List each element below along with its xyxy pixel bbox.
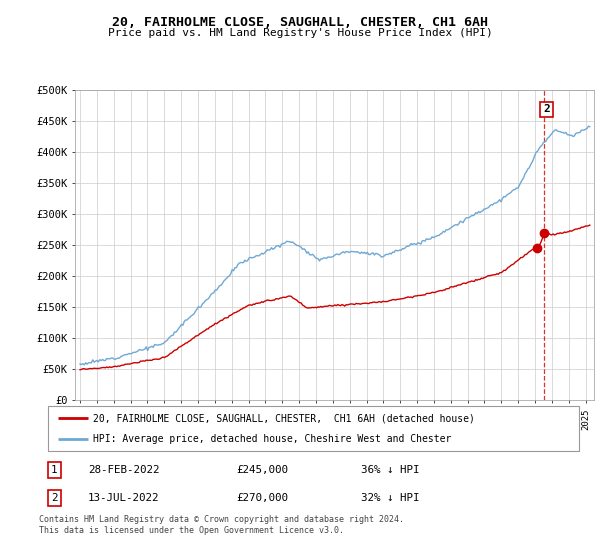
Text: 2: 2	[543, 105, 550, 114]
Text: HPI: Average price, detached house, Cheshire West and Chester: HPI: Average price, detached house, Ches…	[93, 433, 452, 444]
FancyBboxPatch shape	[48, 406, 579, 451]
Text: 13-JUL-2022: 13-JUL-2022	[88, 493, 160, 503]
Text: 36% ↓ HPI: 36% ↓ HPI	[361, 465, 420, 475]
Text: 20, FAIRHOLME CLOSE, SAUGHALL, CHESTER, CH1 6AH: 20, FAIRHOLME CLOSE, SAUGHALL, CHESTER, …	[112, 16, 488, 29]
Text: Price paid vs. HM Land Registry's House Price Index (HPI): Price paid vs. HM Land Registry's House …	[107, 28, 493, 38]
Text: 1: 1	[51, 465, 58, 475]
Text: £245,000: £245,000	[236, 465, 289, 475]
Text: £270,000: £270,000	[236, 493, 289, 503]
Text: 28-FEB-2022: 28-FEB-2022	[88, 465, 160, 475]
Text: Contains HM Land Registry data © Crown copyright and database right 2024.
This d: Contains HM Land Registry data © Crown c…	[39, 515, 404, 535]
Text: 2: 2	[51, 493, 58, 503]
Text: 20, FAIRHOLME CLOSE, SAUGHALL, CHESTER,  CH1 6AH (detached house): 20, FAIRHOLME CLOSE, SAUGHALL, CHESTER, …	[93, 413, 475, 423]
Text: 32% ↓ HPI: 32% ↓ HPI	[361, 493, 420, 503]
